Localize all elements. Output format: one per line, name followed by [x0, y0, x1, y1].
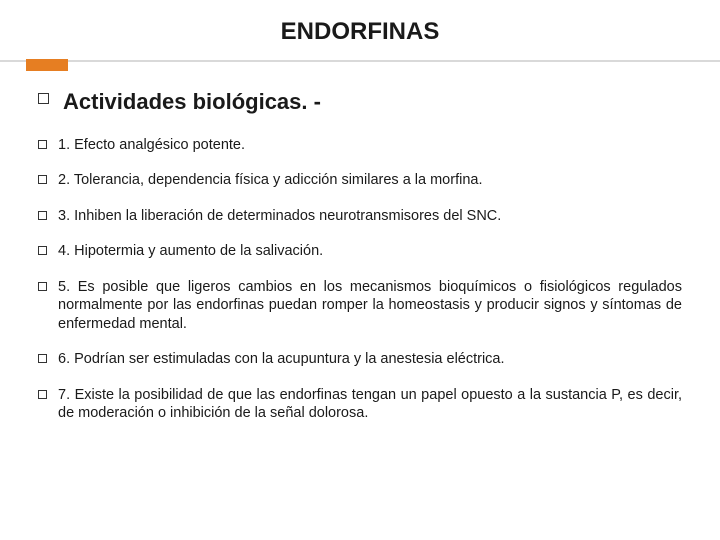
list-item-text: 5. Es posible que ligeros cambios en los… — [58, 278, 682, 334]
accent-chip — [26, 59, 68, 71]
list-item: 5. Es posible que ligeros cambios en los… — [38, 278, 682, 334]
square-bullet-icon — [38, 140, 47, 149]
square-bullet-icon — [38, 93, 49, 104]
accent-line — [0, 60, 720, 62]
slide-title: ENDORFINAS — [0, 0, 720, 60]
items-list: 1. Efecto analgésico potente. 2. Toleranc… — [38, 136, 682, 423]
list-item: 7. Existe la posibilidad de que las endo… — [38, 386, 682, 423]
list-item: 2. Tolerancia, dependencia física y adic… — [38, 171, 682, 190]
heading-row: Actividades biológicas. - — [38, 88, 682, 116]
list-item: 1. Efecto analgésico potente. — [38, 136, 682, 155]
content-area: Actividades biológicas. - 1. Efecto anal… — [0, 62, 720, 423]
list-item-text: 6. Podrían ser estimuladas con la acupun… — [58, 350, 505, 369]
square-bullet-icon — [38, 282, 47, 291]
square-bullet-icon — [38, 354, 47, 363]
list-item-text: 2. Tolerancia, dependencia física y adic… — [58, 171, 482, 190]
accent-bar — [0, 60, 720, 62]
list-item-text: 7. Existe la posibilidad de que las endo… — [58, 386, 682, 423]
square-bullet-icon — [38, 211, 47, 220]
list-item-text: 3. Inhiben la liberación de determinados… — [58, 207, 501, 226]
list-item: 6. Podrían ser estimuladas con la acupun… — [38, 350, 682, 369]
square-bullet-icon — [38, 175, 47, 184]
list-item: 4. Hipotermia y aumento de la salivación… — [38, 242, 682, 261]
list-item-text: 4. Hipotermia y aumento de la salivación… — [58, 242, 323, 261]
list-item-text: 1. Efecto analgésico potente. — [58, 136, 245, 155]
square-bullet-icon — [38, 246, 47, 255]
list-item: 3. Inhiben la liberación de determinados… — [38, 207, 682, 226]
square-bullet-icon — [38, 390, 47, 399]
heading-text: Actividades biológicas. - — [63, 88, 321, 116]
